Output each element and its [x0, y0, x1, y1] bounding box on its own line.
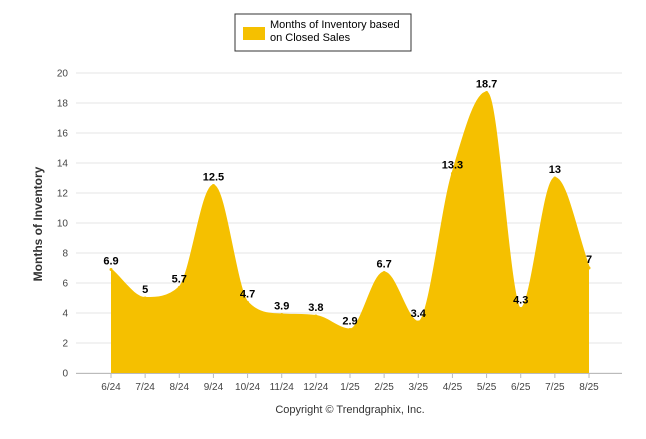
x-tick-label: 3/25 [409, 382, 429, 393]
data-point[interactable] [211, 184, 215, 187]
y-axis-title: Months of Inventory [31, 166, 45, 281]
data-label: 12.5 [203, 172, 224, 184]
x-tick-label: 2/25 [374, 382, 394, 393]
area-series [109, 91, 591, 373]
x-tick-label: 4/25 [443, 382, 463, 393]
data-point[interactable] [519, 307, 523, 310]
x-tick-label: 7/24 [135, 382, 155, 393]
legend[interactable]: Months of Inventory based on Closed Sale… [234, 13, 412, 52]
data-label: 4.7 [240, 289, 255, 301]
data-point[interactable] [450, 172, 454, 175]
data-label: 3.8 [308, 302, 323, 314]
x-tick-label: 8/25 [579, 382, 599, 393]
area-fill [111, 92, 589, 373]
x-tick-label: 11/24 [270, 382, 295, 393]
x-tick-label: 1/25 [340, 382, 360, 393]
data-point[interactable] [109, 268, 113, 271]
data-point[interactable] [553, 176, 557, 180]
data-point[interactable] [416, 320, 420, 324]
x-tick-label: 12/24 [303, 382, 328, 393]
data-point[interactable] [348, 328, 352, 331]
y-tick-label: 10 [57, 219, 69, 230]
x-tick-label: 8/24 [170, 382, 190, 393]
data-point[interactable] [280, 313, 284, 316]
data-label: 18.7 [476, 79, 497, 91]
data-label: 3.4 [411, 308, 427, 320]
y-tick-label: 0 [62, 369, 68, 380]
data-label: 3.9 [274, 301, 289, 313]
y-tick-label: 8 [62, 249, 68, 260]
y-tick-label: 6 [62, 279, 68, 290]
x-tick-label: 10/24 [235, 382, 260, 393]
y-tick-label: 16 [57, 129, 69, 140]
axes: 0 2 4 6 8 10 12 14 16 18 20 6/24 7/24 8/24 9/24 10/24 11… [57, 69, 622, 393]
data-label: 5 [142, 284, 148, 296]
data-point[interactable] [382, 271, 386, 274]
x-tick-label: 5/25 [477, 382, 497, 393]
legend-swatch [243, 27, 265, 40]
legend-label-line1: Months of Inventory based [270, 19, 400, 31]
data-label: 5.7 [172, 274, 187, 286]
y-tick-label: 18 [57, 99, 69, 110]
data-label: 6.7 [376, 259, 391, 271]
data-label: 2.9 [342, 316, 357, 328]
data-point[interactable] [587, 266, 591, 270]
data-point[interactable] [143, 296, 147, 300]
x-tick-label: 6/25 [511, 382, 531, 393]
data-label: 6.9 [103, 256, 118, 268]
x-tick-label: 6/24 [101, 382, 121, 393]
data-label: 13 [549, 164, 561, 176]
legend-label-line2: on Closed Sales [270, 32, 351, 44]
data-label: 13.3 [442, 160, 463, 172]
y-tick-label: 20 [57, 69, 69, 80]
data-point[interactable] [314, 314, 318, 318]
data-point[interactable] [177, 286, 181, 289]
y-tick-label: 4 [62, 309, 68, 320]
x-tick-label: 9/24 [204, 382, 224, 393]
data-point[interactable] [485, 91, 489, 94]
data-point[interactable] [246, 301, 250, 304]
y-tick-label: 14 [57, 159, 69, 170]
data-labels: 6.9 5 5.7 12.5 4.7 3.9 3.8 2.9 6.7 3.4 13.3 18.7 4.3… [103, 79, 592, 328]
y-tick-label: 2 [62, 339, 68, 350]
copyright-credit: Copyright © Trendgraphix, Inc. [275, 404, 424, 416]
x-tick-label: 7/25 [545, 382, 565, 393]
y-tick-label: 12 [57, 189, 69, 200]
data-label: 7 [586, 254, 592, 266]
data-label: 4.3 [513, 295, 528, 307]
